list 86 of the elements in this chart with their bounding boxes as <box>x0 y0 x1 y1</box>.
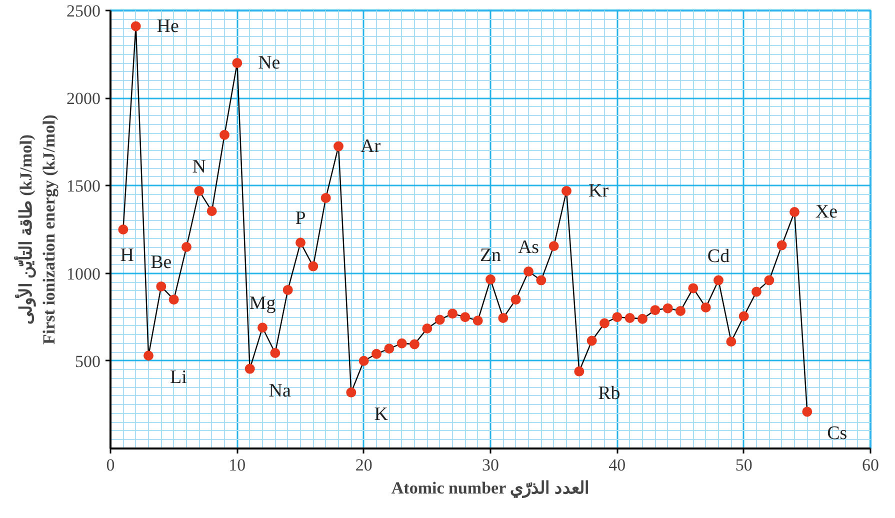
x-tick-label: 10 <box>228 456 246 474</box>
x-tick-label: 0 <box>106 456 115 474</box>
point <box>144 350 154 361</box>
annotation: He <box>156 16 179 37</box>
point <box>548 241 559 252</box>
point <box>498 312 508 323</box>
y-tick-label: 1500 <box>66 176 100 196</box>
annotation: H <box>120 245 134 266</box>
point <box>662 303 673 314</box>
point <box>460 312 470 322</box>
point <box>194 186 204 196</box>
point <box>752 286 762 297</box>
point <box>282 284 293 295</box>
annotation: Li <box>170 367 187 388</box>
point <box>600 318 610 328</box>
point <box>650 305 660 316</box>
point <box>372 348 382 359</box>
point <box>118 224 128 234</box>
point <box>726 336 736 347</box>
x-tick-label: 40 <box>608 456 626 474</box>
y-tick-label: 2000 <box>66 89 100 108</box>
point <box>182 242 192 252</box>
x-tick-label: 30 <box>482 456 499 474</box>
point <box>448 308 458 319</box>
point <box>130 21 141 32</box>
point <box>536 275 546 286</box>
point <box>574 366 584 376</box>
annotation: As <box>518 237 540 258</box>
annotation: Cd <box>707 246 730 267</box>
y-tick-label: 2500 <box>66 2 100 20</box>
point <box>410 339 420 350</box>
point <box>486 274 496 284</box>
point <box>244 364 255 374</box>
annotation: P <box>295 208 306 230</box>
point <box>232 58 242 68</box>
point <box>396 338 407 348</box>
annotation: K <box>374 404 388 425</box>
point <box>688 283 698 294</box>
point <box>168 294 179 305</box>
point <box>676 306 686 316</box>
point <box>714 275 724 286</box>
annotation: N <box>192 156 206 178</box>
annotation: Ne <box>258 52 280 74</box>
point <box>586 336 597 346</box>
annotation: Cs <box>827 423 848 444</box>
point <box>764 275 774 286</box>
point <box>270 348 280 358</box>
annotation: Zn <box>480 244 502 266</box>
point <box>258 322 268 333</box>
annotation: Rb <box>598 382 620 404</box>
point <box>220 130 230 140</box>
annotation: Be <box>150 252 172 273</box>
annotation: Ar <box>360 136 382 157</box>
point <box>334 141 344 152</box>
annotation: Mg <box>249 293 276 314</box>
point <box>358 356 369 366</box>
point <box>738 311 749 322</box>
point <box>320 192 331 203</box>
x-tick-label: 50 <box>735 456 752 474</box>
point <box>296 238 306 248</box>
point <box>700 302 711 312</box>
point <box>472 316 483 326</box>
point <box>624 312 635 323</box>
point <box>776 240 787 250</box>
point <box>346 387 356 398</box>
point <box>156 281 166 292</box>
annotation: Xe <box>815 201 838 222</box>
x-tick-label: 60 <box>862 456 879 474</box>
annotation: Kr <box>588 180 610 202</box>
point <box>206 206 217 216</box>
point <box>510 294 521 305</box>
point <box>422 323 432 334</box>
point <box>802 406 812 417</box>
point <box>612 312 622 322</box>
x-axis-title: Atomic number العدد الذرّي <box>391 478 590 498</box>
point <box>384 344 394 354</box>
point <box>308 261 318 272</box>
point <box>790 206 800 217</box>
y-tick-label: 500 <box>75 352 100 371</box>
y-tick-label: 1000 <box>66 264 100 284</box>
point <box>524 266 534 277</box>
annotation: Na <box>268 380 292 402</box>
point <box>638 314 648 324</box>
point <box>434 314 445 325</box>
point <box>562 186 572 196</box>
x-tick-label: 20 <box>355 456 372 474</box>
